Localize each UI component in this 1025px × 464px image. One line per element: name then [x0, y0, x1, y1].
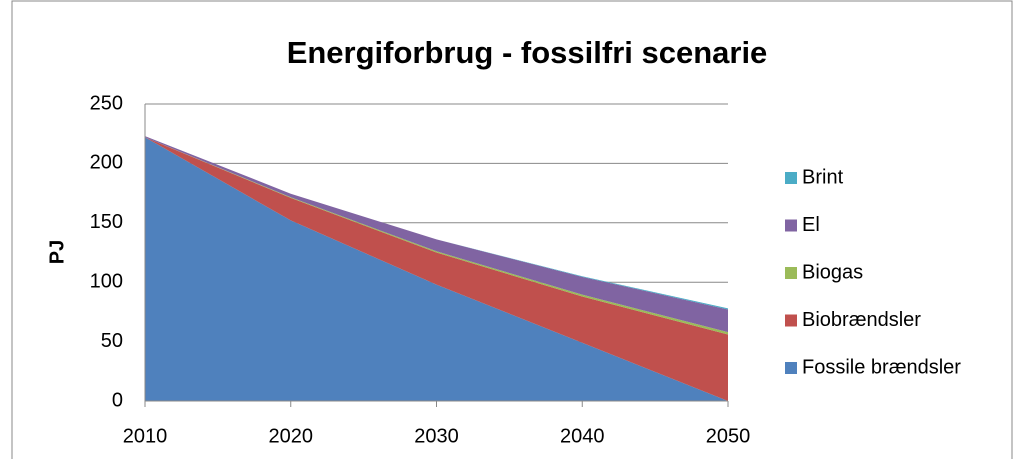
y-tick-label: 200	[90, 152, 123, 174]
x-tick-label: 2040	[560, 425, 605, 447]
y-tick-label: 100	[90, 270, 123, 292]
legend-swatch	[785, 172, 797, 184]
legend-label: El	[802, 214, 820, 236]
y-tick-label: 150	[90, 211, 123, 233]
x-tick-label: 2020	[269, 425, 314, 447]
chart-title: Energiforbrug - fossilfri scenarie	[287, 35, 768, 70]
x-tick-label: 2010	[123, 425, 168, 447]
legend-swatch	[785, 362, 797, 374]
x-tick-label: 2050	[706, 425, 751, 447]
y-tick-label: 50	[101, 330, 123, 352]
area	[145, 137, 728, 401]
legend-swatch	[785, 314, 797, 327]
y-tick-label: 0	[112, 389, 123, 411]
y-tick-label: 250	[90, 92, 123, 114]
legend-label: Biobrændsler	[802, 309, 921, 331]
area	[145, 137, 728, 401]
y-axis-label: PJ	[46, 240, 68, 264]
legend-label: Biogas	[802, 261, 863, 283]
area	[145, 136, 728, 333]
legend-label: Brint	[802, 166, 844, 188]
legend-swatch	[785, 219, 797, 232]
legend-label: Fossile brændsler	[802, 356, 961, 378]
x-tick-label: 2030	[414, 425, 459, 447]
legend-swatch	[785, 267, 797, 279]
